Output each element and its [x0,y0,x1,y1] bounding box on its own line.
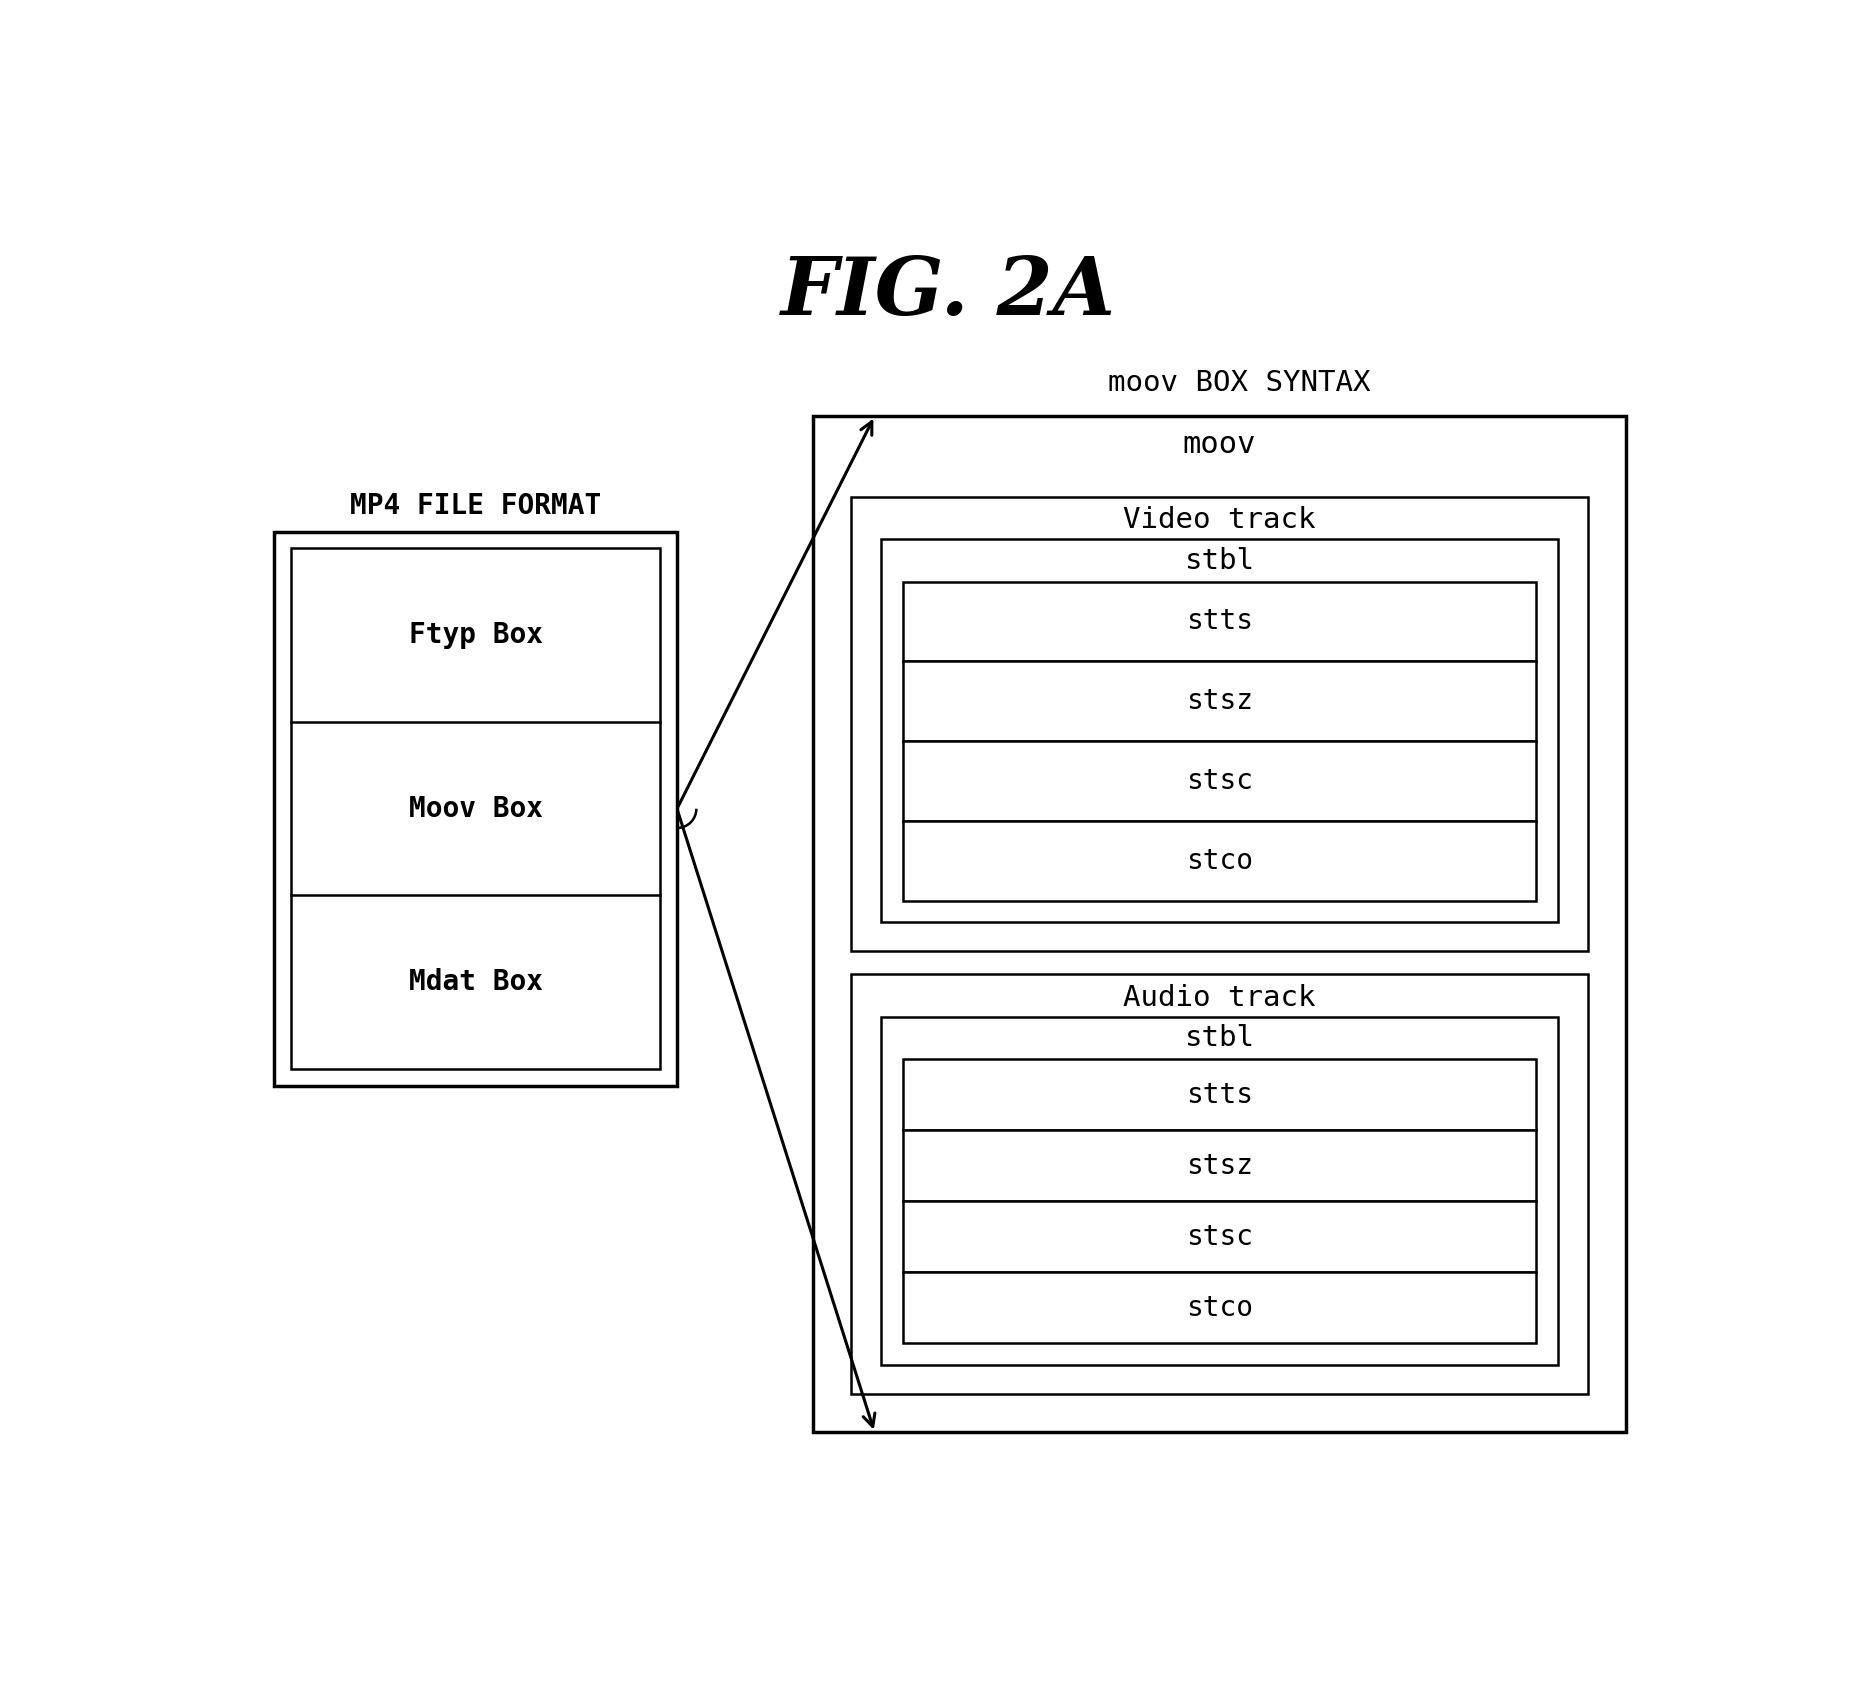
Text: Video track: Video track [1124,505,1316,534]
Text: stbl: stbl [1185,1024,1255,1053]
FancyBboxPatch shape [903,1130,1536,1201]
Text: moov: moov [1183,429,1257,460]
Text: Ftyp Box: Ftyp Box [409,621,542,650]
Text: Moov Box: Moov Box [409,795,542,823]
FancyBboxPatch shape [903,741,1536,821]
Text: stco: stco [1186,1294,1253,1321]
Text: MP4 FILE FORMAT: MP4 FILE FORMAT [350,492,602,521]
Text: stts: stts [1186,1080,1253,1109]
Text: stsc: stsc [1186,1223,1253,1250]
FancyBboxPatch shape [881,539,1559,923]
FancyBboxPatch shape [851,975,1588,1394]
Text: moov BOX SYNTAX: moov BOX SYNTAX [1107,368,1370,397]
FancyBboxPatch shape [813,416,1627,1433]
FancyBboxPatch shape [881,1018,1559,1365]
Text: stts: stts [1186,607,1253,636]
FancyBboxPatch shape [903,1272,1536,1343]
FancyBboxPatch shape [291,548,661,1068]
FancyBboxPatch shape [903,661,1536,741]
FancyBboxPatch shape [851,497,1588,951]
FancyBboxPatch shape [903,1058,1536,1130]
FancyBboxPatch shape [274,531,677,1085]
Text: stsc: stsc [1186,767,1253,795]
FancyBboxPatch shape [903,821,1536,901]
FancyBboxPatch shape [903,582,1536,661]
FancyBboxPatch shape [903,1201,1536,1272]
Text: stco: stco [1186,846,1253,875]
Text: stsz: stsz [1186,1152,1253,1180]
Text: FIG. 2A: FIG. 2A [781,254,1116,332]
Text: stsz: stsz [1186,687,1253,716]
Text: stbl: stbl [1185,546,1255,575]
Text: Audio track: Audio track [1124,984,1316,1013]
Text: Mdat Box: Mdat Box [409,968,542,996]
